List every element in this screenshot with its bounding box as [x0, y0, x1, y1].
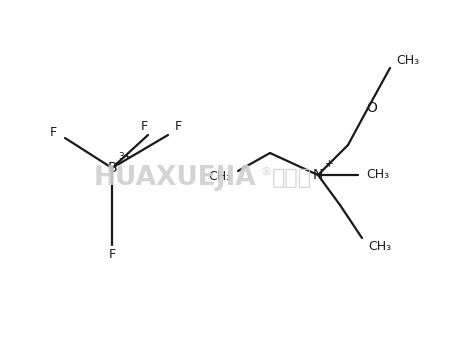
- Text: Ḟ: Ḟ: [50, 126, 57, 139]
- Text: 3+: 3+: [118, 152, 131, 161]
- Text: 化学加: 化学加: [272, 168, 312, 188]
- Text: B: B: [107, 161, 117, 175]
- Text: O: O: [367, 101, 377, 115]
- Text: CH₃: CH₃: [397, 53, 419, 66]
- Text: CH₃: CH₃: [208, 171, 231, 184]
- Text: HUAXUEJIA: HUAXUEJIA: [94, 165, 256, 191]
- Text: CH₃: CH₃: [368, 240, 392, 253]
- Text: ®: ®: [261, 167, 272, 177]
- Text: N: N: [313, 168, 323, 182]
- Text: Ḟ: Ḟ: [140, 119, 148, 132]
- Text: CH₃: CH₃: [367, 168, 389, 182]
- Text: Ḟ: Ḟ: [174, 119, 181, 132]
- Text: +: +: [325, 159, 334, 169]
- Text: Ḟ: Ḟ: [109, 248, 116, 261]
